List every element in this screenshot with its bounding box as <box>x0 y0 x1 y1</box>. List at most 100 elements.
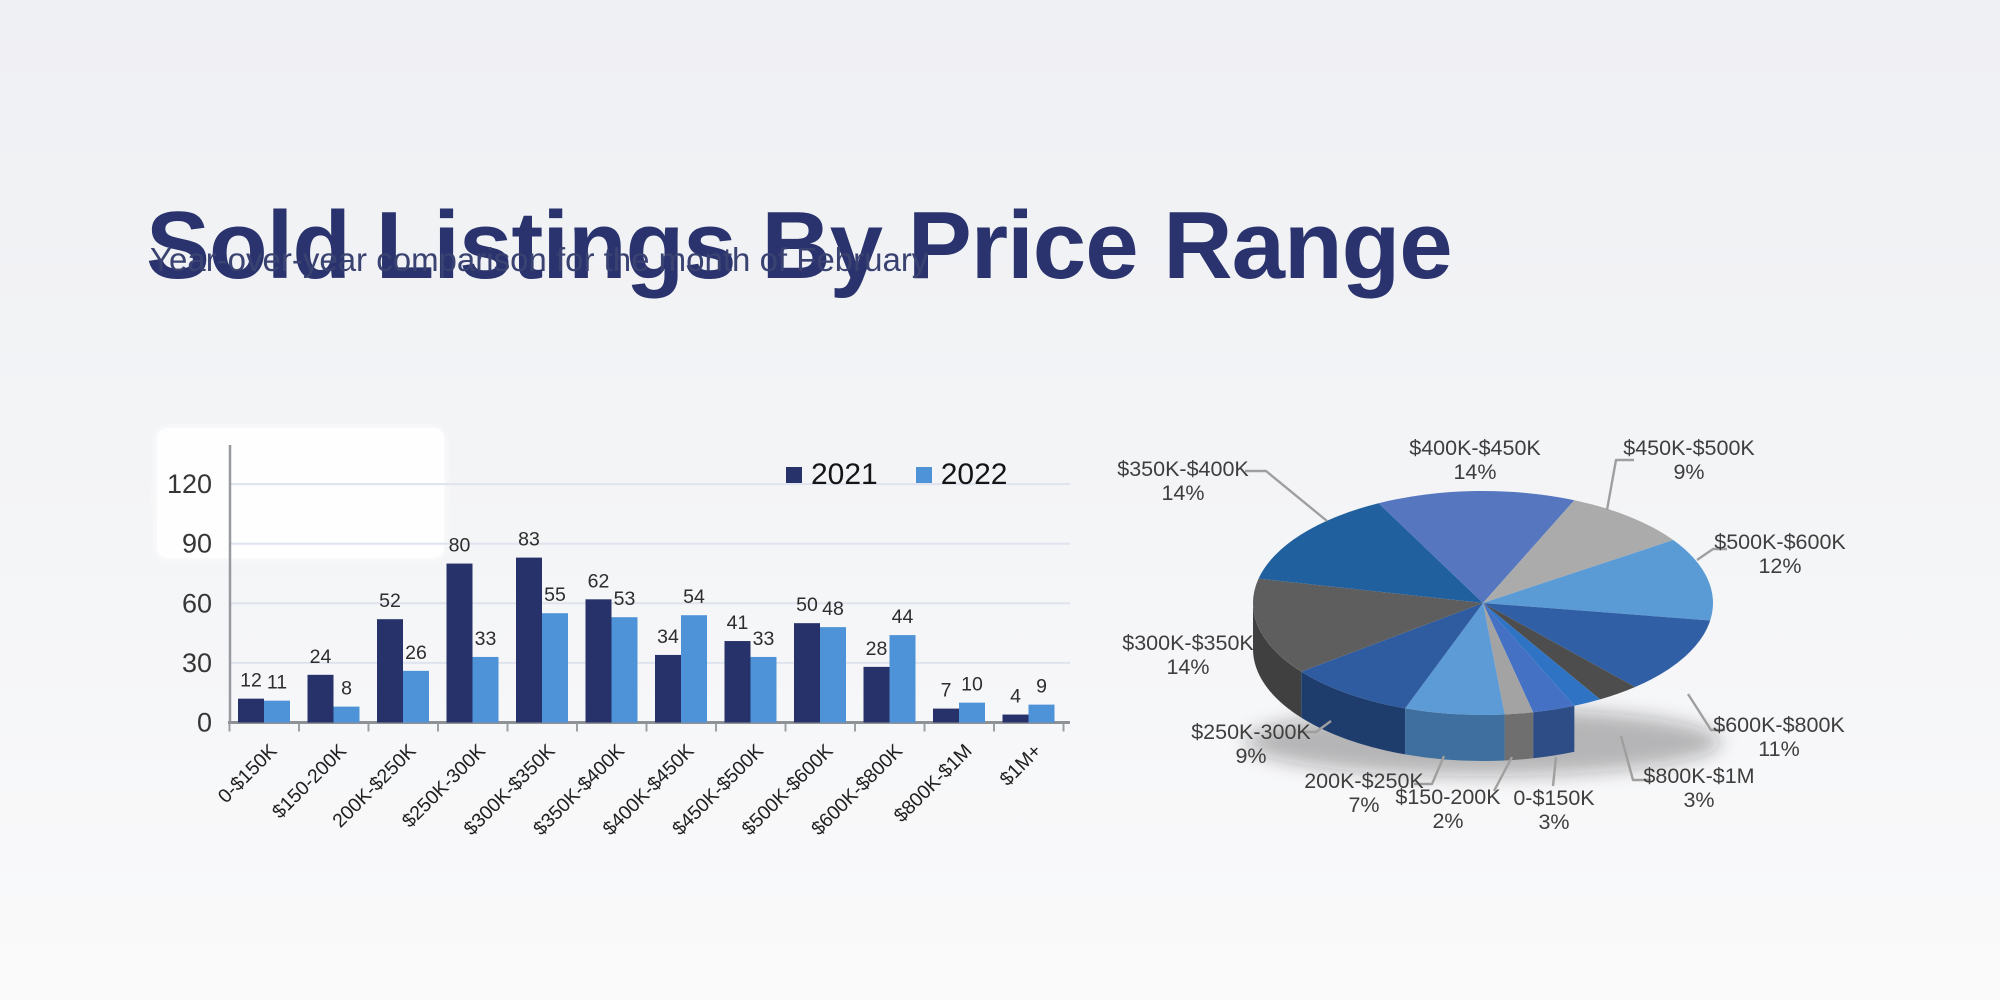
bar-value-label: 80 <box>449 535 471 557</box>
bar-2021 <box>933 708 959 723</box>
bar-2021 <box>446 563 473 723</box>
pie-leader-line <box>1492 756 1514 792</box>
bar-value-label: 34 <box>657 626 679 648</box>
pie-slice-label: $300K-$350K <box>1122 631 1254 655</box>
x-category-label: $1M+ <box>996 740 1046 790</box>
pie-slice-0-$150K <box>1483 603 1575 713</box>
pie-leader-line <box>1619 735 1651 782</box>
pie-slice-pct-label: 2% <box>1432 809 1463 833</box>
pie-slice-label: 200K-$250K <box>1304 769 1424 793</box>
page-subtitle: Year-over-year comparison for the month … <box>150 241 929 278</box>
pie-slice-label: $250K-300K <box>1191 720 1311 744</box>
bar-value-label: 10 <box>961 674 983 696</box>
bar-2022 <box>403 670 429 723</box>
bar-2022 <box>750 656 777 723</box>
y-tick-label: 0 <box>197 708 212 738</box>
bar-2021 <box>863 666 890 723</box>
bar-value-label: 26 <box>405 642 427 664</box>
pie-leader-line <box>1696 547 1727 561</box>
bar-2022 <box>959 702 985 723</box>
pie-slice-pct-label: 9% <box>1235 744 1266 768</box>
bar-value-label: 50 <box>796 594 818 616</box>
pie-slice-$250K-300K <box>1301 603 1483 709</box>
pie-slice-$800K-$1M <box>1483 603 1636 700</box>
pie-slice-side <box>1533 705 1575 759</box>
pie-slice-$300K-$350K <box>1253 578 1483 672</box>
bar-chart-legend: 2021 2022 <box>786 458 1008 492</box>
bar-value-label: 7 <box>941 680 952 702</box>
bar-value-label: 12 <box>240 670 262 692</box>
bar-2021 <box>377 619 403 723</box>
bar-2021 <box>585 599 612 723</box>
bar-value-label: 41 <box>727 612 749 634</box>
legend-label-2021: 2021 <box>811 458 878 491</box>
bar-2021 <box>1002 714 1029 723</box>
pie-slice-pct-label: 14% <box>1166 655 1209 679</box>
pie-slice-$450K-$500K <box>1483 500 1674 603</box>
pie-slice-200K-$250K <box>1405 603 1505 715</box>
pie-leader-line <box>1245 469 1328 522</box>
pie-slice-label: $350K-$400K <box>1117 457 1249 481</box>
legend-item-2022: 2022 <box>915 458 1008 492</box>
pie-slice-pct-label: 14% <box>1161 481 1204 505</box>
pie-leader-line <box>1414 755 1446 786</box>
pie-leader-line <box>1300 720 1332 734</box>
bar-2021 <box>307 674 334 723</box>
bar-2022 <box>681 615 707 723</box>
y-tick-label: 90 <box>182 529 212 559</box>
bar-value-label: 53 <box>614 588 636 610</box>
pie-slice-pct-label: 9% <box>1673 460 1704 484</box>
bar-value-label: 52 <box>379 590 401 612</box>
bar-2022 <box>333 706 360 723</box>
bar-value-label: 11 <box>267 672 287 694</box>
bar-2021 <box>794 623 820 723</box>
bar-2022 <box>472 656 499 723</box>
bar-value-label: 33 <box>475 628 497 650</box>
bar-value-label: 55 <box>544 584 566 606</box>
pie-slice-$350K-$400K <box>1258 503 1483 603</box>
pie-slice-$600K-$800K <box>1483 603 1711 688</box>
bar-2021 <box>516 557 542 723</box>
y-tick-label: 120 <box>167 469 212 499</box>
bar-value-label: 4 <box>1010 686 1021 708</box>
bar-2021 <box>238 698 264 723</box>
pie-slice-$400K-$450K <box>1378 491 1575 603</box>
bar-value-label: 28 <box>866 638 888 660</box>
pie-slice-$150-200K <box>1483 603 1534 715</box>
pie-slice-label: $450K-$500K <box>1623 436 1755 460</box>
pie-slice-pct-label: 3% <box>1683 788 1714 812</box>
bar-value-label: 9 <box>1036 676 1047 698</box>
pie-leader-line <box>1551 756 1558 787</box>
pie-slice-label: $500K-$600K <box>1714 530 1846 554</box>
x-category-label: 0-$150K <box>214 740 282 808</box>
pie-slice-label: $800K-$1M <box>1643 764 1754 788</box>
pie-slice-$500K-$600K <box>1483 540 1714 621</box>
pie-leader-line <box>1686 693 1725 732</box>
bar-value-label: 44 <box>892 606 914 628</box>
pie-slice-side <box>1253 603 1302 718</box>
bar-2022 <box>889 635 916 723</box>
bar-2022 <box>1028 704 1055 723</box>
bar-value-label: 62 <box>588 570 610 592</box>
pie-slice-pct-label: 3% <box>1538 810 1569 834</box>
bar-value-label: 83 <box>518 529 540 551</box>
bar-2021 <box>655 654 681 723</box>
pie-slice-pct-label: 7% <box>1348 793 1379 817</box>
y-tick-label: 60 <box>182 588 212 618</box>
pie-slice-pct-label: 11% <box>1758 737 1799 761</box>
background-artifact-panel <box>157 428 444 558</box>
bar-value-label: 8 <box>341 678 352 700</box>
bar-value-label: 33 <box>753 628 775 650</box>
y-tick-label: 30 <box>182 648 212 678</box>
bar-2022 <box>264 700 290 723</box>
pie-slice-side <box>1301 671 1406 755</box>
pie-slice-label: $600K-$800K <box>1713 713 1845 737</box>
bar-2021 <box>724 641 751 723</box>
bar-2022 <box>611 617 638 723</box>
bar-2022 <box>820 627 846 723</box>
pie-leader-line <box>1605 458 1634 511</box>
bar-value-label: 24 <box>310 646 332 668</box>
